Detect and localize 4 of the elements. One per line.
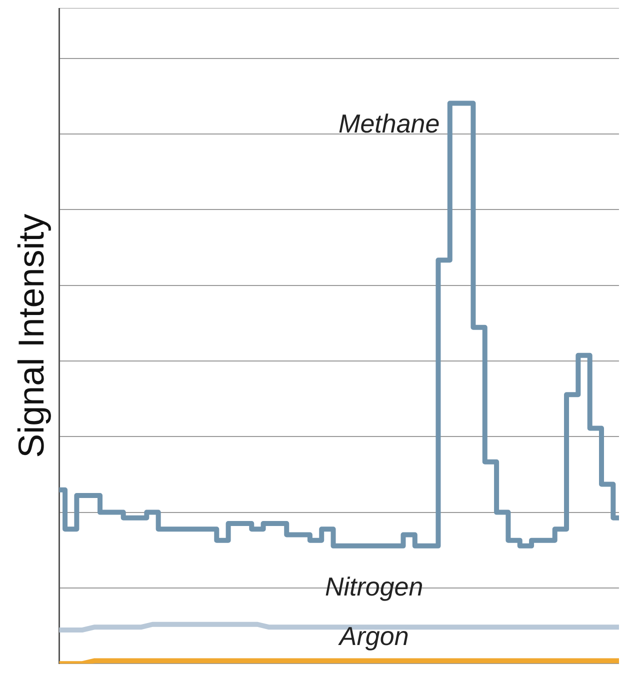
series-label: Methane <box>338 108 440 138</box>
series-label: Argon <box>337 621 409 652</box>
series-label: Nitrogen <box>324 571 424 602</box>
y-axis-title: Signal Intensity <box>10 214 52 458</box>
